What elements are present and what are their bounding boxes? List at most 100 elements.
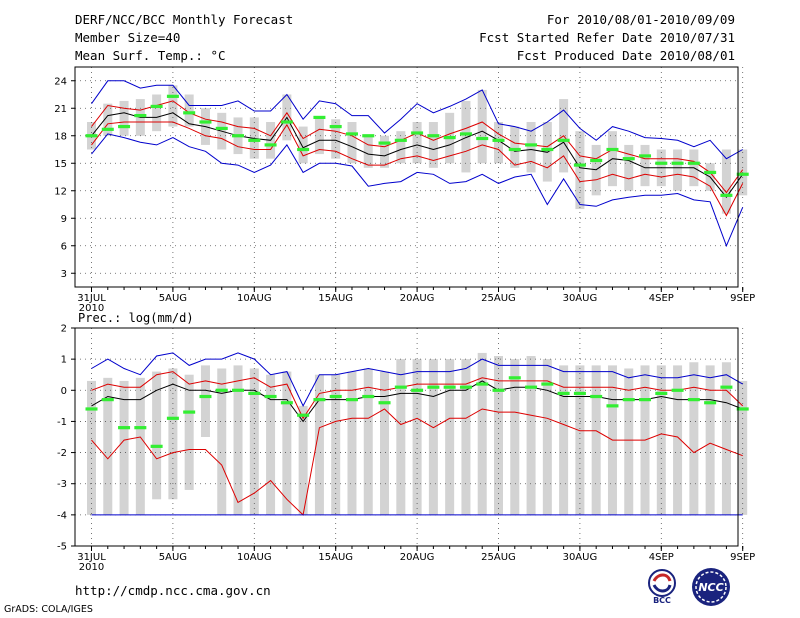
panel-2-ytick-label: -2 <box>57 448 67 459</box>
panel-2-box <box>135 377 145 515</box>
panel-1-xtick-label: 10AUG <box>237 293 272 304</box>
panel-2-box <box>347 371 357 515</box>
panel-1-observed-point <box>573 163 586 167</box>
panel-2-observed-point <box>264 394 277 399</box>
panel-2-xtick-label: 10AUG <box>237 552 272 563</box>
panel-2-observed-point <box>655 391 668 395</box>
panel-1-box <box>103 103 113 136</box>
panel-2-observed-point <box>492 388 505 392</box>
panel-1-xtick-label: 20AUG <box>400 293 435 304</box>
panel-2-box <box>298 405 308 515</box>
panel-1-observed-point <box>345 132 358 136</box>
panel-1-observed-point <box>622 157 635 161</box>
panel-1-observed-point <box>557 138 570 142</box>
panel-1-observed-point <box>411 131 424 135</box>
panel-2-observed-point <box>736 407 749 411</box>
panel-1-observed-point <box>183 111 196 115</box>
panel-1-box <box>640 144 650 187</box>
panel-1-xtick-label: 4SEP <box>649 293 674 304</box>
panel-1-observed-point <box>362 134 375 138</box>
panel-1-observed-point <box>687 161 700 165</box>
panel-1-ytick-label: 15 <box>54 159 67 170</box>
panel-2-xtick-label: 30AUG <box>563 552 598 563</box>
panel-1-ytick-label: 9 <box>61 214 67 225</box>
panel-2-series-max <box>91 352 743 408</box>
panel-1-xtick-sublabel: 2010 <box>79 303 104 314</box>
panel-1-box <box>314 117 324 155</box>
panel-2-observed-point <box>443 385 456 389</box>
panel-2-observed-point <box>606 404 619 408</box>
panel-1-observed-point <box>736 172 749 176</box>
panel-2-observed-point <box>525 385 538 389</box>
bcc-logo-icon: BCC <box>648 569 676 605</box>
panel-2-observed-point <box>557 391 570 395</box>
panel-2-observed-point <box>573 391 586 395</box>
panel-2-box <box>363 368 373 515</box>
panel-2-observed-point <box>590 394 603 399</box>
forecast-produced-date: Fcst Produced Date 2010/08/01 <box>516 48 735 63</box>
panel-1-observed-point <box>720 193 733 197</box>
panel-1-xtick-label: 5AUG <box>159 293 187 304</box>
panel-2-observed-point <box>199 394 212 399</box>
panel-2-xtick-sublabel: 2010 <box>79 562 104 573</box>
panel-2-observed-point <box>687 398 700 402</box>
panel-2-observed-point <box>378 401 391 405</box>
variable-label: Mean Surf. Temp.: °C <box>75 48 226 63</box>
forecast-period: For 2010/08/01-2010/09/09 <box>546 12 735 27</box>
panel-2-observed-point <box>671 388 684 392</box>
panel-2-ytick-label: 0 <box>61 386 67 397</box>
panel-1-box <box>298 126 308 164</box>
panel-1-series-max <box>91 80 743 160</box>
panel-1-ytick-label: 18 <box>54 131 67 142</box>
panel-1-box <box>119 100 129 136</box>
panel-2-observed-point <box>183 410 196 414</box>
panel-2-box <box>249 368 259 515</box>
panel-1-observed-point <box>508 147 521 152</box>
panel-2-xtick-label: 9SEP <box>730 552 755 563</box>
panel-1-box <box>673 149 683 191</box>
panel-1-xtick-label: 9SEP <box>730 293 755 304</box>
panel-2-observed-point <box>150 444 163 448</box>
panel-2-box <box>559 365 569 515</box>
panel-2-xtick-label: 31JUL <box>77 552 106 563</box>
footer-url[interactable]: http://cmdp.ncc.cma.gov.cn <box>75 583 271 598</box>
panel-2-box <box>266 374 276 515</box>
panel-1-observed-point <box>639 154 652 158</box>
panel-1-ytick-label: 24 <box>54 76 67 87</box>
panel-1-box <box>396 131 406 164</box>
panel-2-box <box>738 380 748 515</box>
panel-2-box <box>331 374 341 515</box>
panel-2-box <box>510 359 520 515</box>
panel-2-box <box>119 380 129 515</box>
panel-1-xtick-label: 15AUG <box>318 293 353 304</box>
panel-2-box <box>721 362 731 515</box>
panel-1-xtick-label: 30AUG <box>563 293 598 304</box>
panel-2-observed-point <box>411 388 424 392</box>
panel-1-ytick-label: 6 <box>61 241 67 252</box>
panel-2-observed-point <box>166 416 179 420</box>
member-size: Member Size=40 <box>75 30 181 45</box>
panel-1-observed-point <box>313 115 326 120</box>
panel-2-observed-point <box>134 426 147 430</box>
panel-2-box <box>282 371 292 515</box>
panel-1-box <box>380 135 390 168</box>
panel-1-xtick-label: 25AUG <box>481 293 516 304</box>
panel-2-box <box>200 365 210 437</box>
ncc-logo-icon: NCC <box>692 568 730 606</box>
panel-1-observed-point <box>525 143 538 147</box>
panel-1-box <box>347 122 357 164</box>
panel-1-observed-point <box>118 124 131 129</box>
panel-2-box <box>624 368 634 515</box>
panel-2-box <box>380 371 390 515</box>
panel-2-box <box>656 365 666 515</box>
panel-2-box <box>103 377 113 515</box>
panel-1-frame <box>74 66 739 288</box>
panel-1-observed-point <box>541 147 554 152</box>
panel-2-xtick-label: 20AUG <box>400 552 435 563</box>
forecast-started-date: Fcst Started Refer Date 2010/07/31 <box>479 30 735 45</box>
panel-1-box <box>721 149 731 214</box>
panel-2-ytick-label: 2 <box>61 324 67 335</box>
panel-1-observed-point <box>394 138 407 142</box>
panel-1-observed-point <box>150 104 163 109</box>
